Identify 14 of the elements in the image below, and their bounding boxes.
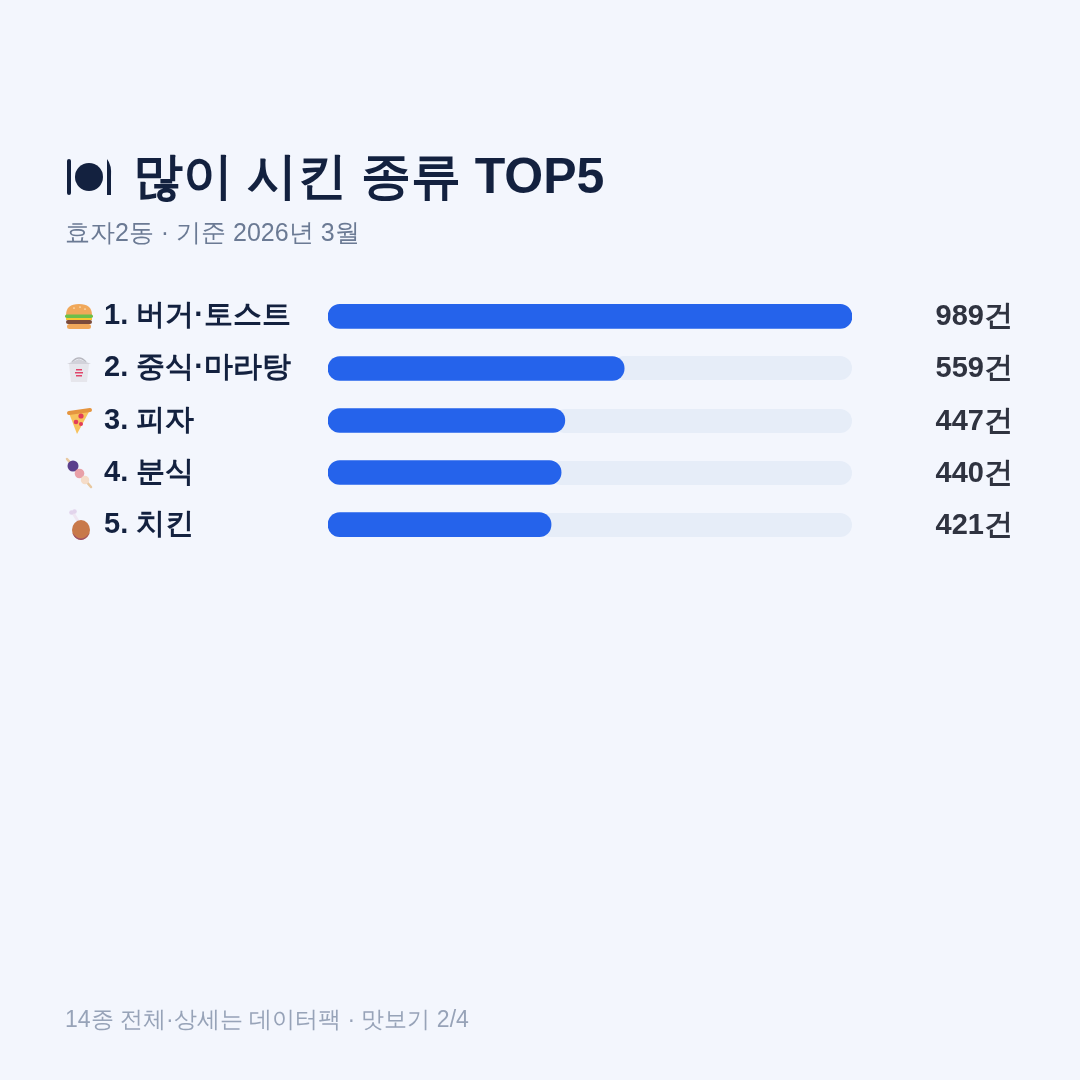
y-tick-label: 1. 버거·토스트 xyxy=(104,298,291,331)
data-label: 440건 xyxy=(935,455,1013,488)
y-tick-label: 2. 중식·마라탕 xyxy=(104,350,291,383)
chart-subtitle: 효자2동 · 기준 2026년 3월 xyxy=(65,217,360,248)
y-tick-label: 5. 치킨 xyxy=(104,506,195,539)
y-tick-label: 4. 분식 xyxy=(104,454,195,487)
data-label: 989건 xyxy=(935,299,1013,332)
bar xyxy=(328,304,852,329)
data-label: 559건 xyxy=(935,351,1013,384)
text: 14종 전체·상세는 데이터팩 · 맛보기 2/4 xyxy=(65,1005,469,1034)
data-label: 447건 xyxy=(935,403,1013,436)
y-tick-label: 3. 피자 xyxy=(104,402,195,435)
chart-title: 많이 시킨 종류 TOP5 xyxy=(133,147,605,206)
data-label: 421건 xyxy=(935,507,1013,540)
